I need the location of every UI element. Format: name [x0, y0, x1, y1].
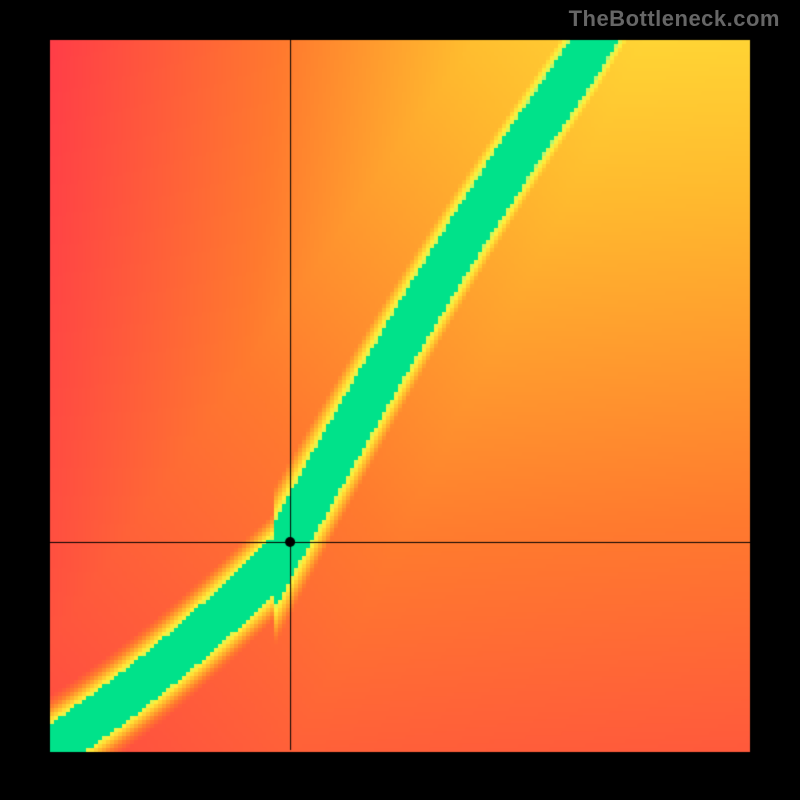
bottleneck-heatmap	[0, 0, 800, 800]
watermark-text: TheBottleneck.com	[569, 6, 780, 32]
